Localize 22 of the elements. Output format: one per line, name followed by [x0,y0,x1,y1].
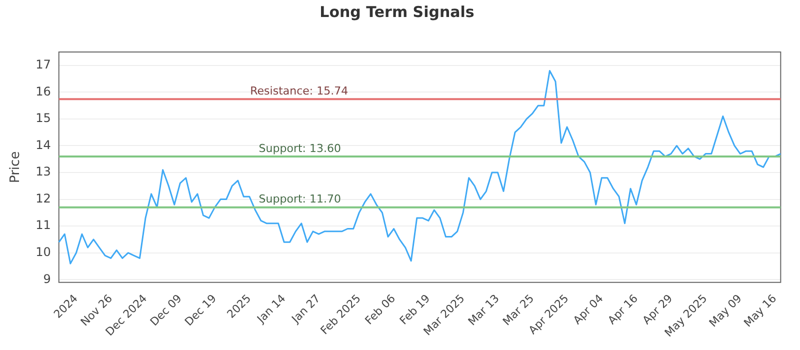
x-tick-label: Jan 27 [288,292,323,326]
y-tick-label: 10 [36,244,51,259]
x-tick-label: Mar 13 [466,292,502,328]
y-tick-label: 9 [43,272,51,286]
y-tick-label: 16 [36,84,51,98]
ref-line-label: Resistance: 15.74 [250,84,348,98]
x-tick-label: Apr 04 [570,292,606,327]
y-tick-label: 15 [36,111,51,126]
y-tick-label: 17 [36,58,51,72]
x-tick-label: Feb 06 [362,292,398,328]
y-tick-label: 11 [36,218,51,232]
chart-title: Long Term Signals [320,2,474,21]
y-tick-label: 13 [36,164,51,179]
x-tick-label: Dec 19 [182,292,219,329]
y-axis-title: Price [8,151,24,184]
x-tick-label: Jan 14 [254,292,288,326]
y-tick-label: 14 [36,138,51,152]
ref-line-label: Support: 11.70 [258,192,341,206]
y-tick-label: 12 [36,191,51,206]
x-tick-label: Apr 16 [605,292,640,327]
x-tick-label: Dec 09 [148,292,184,329]
ref-line-label: Support: 13.60 [258,142,341,155]
